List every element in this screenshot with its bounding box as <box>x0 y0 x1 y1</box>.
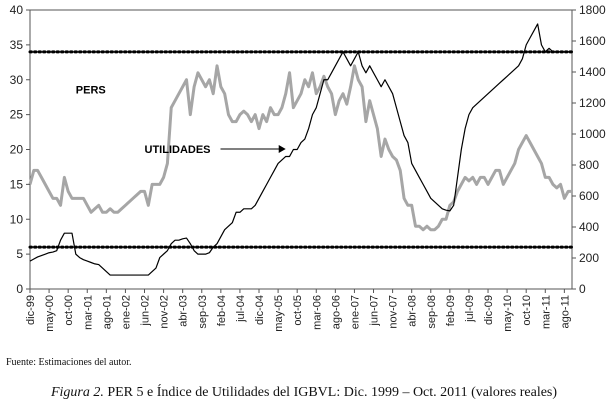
right-tick-label: 1600 <box>579 34 606 48</box>
figure-caption: Figura 2. PER 5 e Índice de Utilidades d… <box>0 385 608 401</box>
x-tick-label: dic-99 <box>25 295 37 325</box>
plot-frame <box>29 9 573 290</box>
right-tick-label: 800 <box>579 158 599 172</box>
right-tick-label: 400 <box>579 220 599 234</box>
x-tick-label: jun-02 <box>140 295 152 327</box>
x-tick-label: ago-11 <box>559 295 571 328</box>
x-tick-label: sep-08 <box>426 295 438 329</box>
x-tick-label: mar-06 <box>311 295 323 330</box>
x-tick-label: ago-06 <box>330 295 342 329</box>
left-tick-label: 0 <box>16 282 23 296</box>
left-tick-label: 40 <box>10 3 24 17</box>
left-tick-label: 5 <box>16 247 23 261</box>
x-tick-label: may-10 <box>502 295 514 332</box>
x-tick-label: oct-00 <box>63 295 75 326</box>
x-tick-label: abr-08 <box>407 295 419 327</box>
x-tick-label: oct-10 <box>521 295 533 326</box>
left-tick-label: 25 <box>10 108 24 122</box>
x-tick-label: mar-01 <box>82 295 94 330</box>
x-tick-label: ene-07 <box>349 295 361 329</box>
x-tick-label: jul-04 <box>235 295 247 323</box>
left-tick-label: 30 <box>10 73 24 87</box>
figure-caption-text: PER 5 e Índice de Utilidades del IGBVL: … <box>103 385 558 400</box>
left-axis: 0 5 10 15 20 25 30 35 40 <box>10 3 30 296</box>
x-tick-label: ene-02 <box>120 295 132 329</box>
right-tick-label: 1800 <box>579 3 606 17</box>
right-tick-label: 0 <box>579 282 586 296</box>
x-tick-label: dic-09 <box>483 295 495 325</box>
x-tick-label: nov-02 <box>159 295 171 329</box>
annotation-label-1: UTILIDADES <box>145 144 211 156</box>
right-tick-label: 1400 <box>579 65 606 79</box>
x-tick-label: abr-03 <box>178 295 190 327</box>
series-line-utilidades <box>29 23 572 276</box>
series-layer <box>28 23 572 276</box>
x-tick-label: ago-01 <box>101 295 113 329</box>
figure-label: Figura 2. <box>50 385 104 400</box>
x-tick-label: jun-07 <box>369 295 381 327</box>
right-tick-label: 600 <box>579 189 599 203</box>
x-tick-label: feb-09 <box>445 295 457 326</box>
x-tick-label: dic-04 <box>254 295 266 325</box>
left-tick-label: 10 <box>10 212 24 226</box>
right-tick-label: 200 <box>579 251 599 265</box>
right-tick-label: 1000 <box>579 127 606 141</box>
reference-lines <box>28 50 574 249</box>
x-tick-label: sep-03 <box>197 295 209 329</box>
right-axis: 0 200 400 600 800 1000 1200 1400 1600 1800 <box>572 3 606 296</box>
x-tick-label: feb-04 <box>216 295 228 326</box>
right-tick-label: 1200 <box>579 96 606 110</box>
x-tick-label: jul-09 <box>464 295 476 323</box>
left-tick-label: 35 <box>10 38 24 52</box>
annotation-label-0: PERS <box>76 85 106 97</box>
x-tick-label: mar-11 <box>540 295 552 329</box>
series-line-pers <box>28 64 572 232</box>
source-note: Fuente: Estimaciones del autor. <box>6 357 132 368</box>
annotations: PERS UTILIDADES <box>76 85 286 156</box>
left-tick-label: 20 <box>10 143 24 157</box>
x-tick-label: may-05 <box>273 295 285 332</box>
x-tick-label: may-00 <box>44 295 56 332</box>
x-tick-label: oct-05 <box>292 295 304 326</box>
x-axis: dic-99 may-00 oct-00 mar-01 ago-01 ene-02 jun-… <box>25 289 571 332</box>
annotation-arrow-head <box>278 144 286 153</box>
left-tick-label: 15 <box>10 177 24 191</box>
x-tick-label: nov-07 <box>388 295 400 329</box>
